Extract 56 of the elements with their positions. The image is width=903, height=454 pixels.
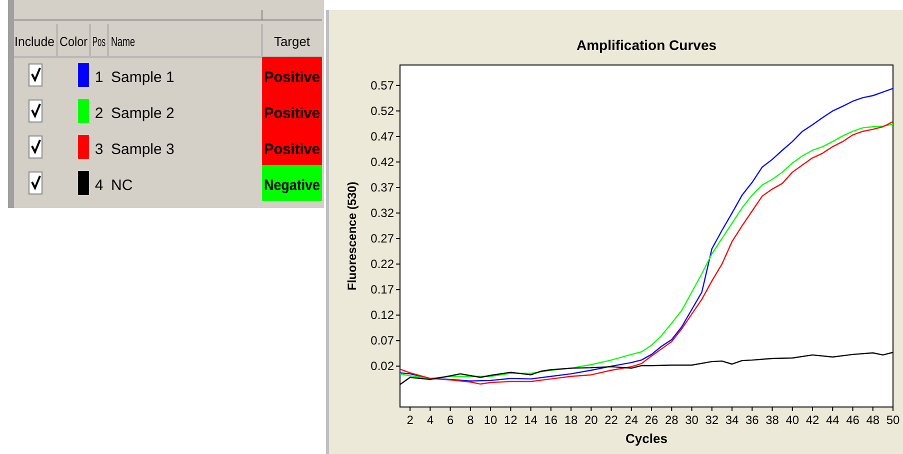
chart-title: Amplification Curves [576, 37, 717, 53]
x-tick-label: 8 [467, 413, 474, 427]
x-tick-label: 24 [624, 413, 638, 427]
legend-label: NC [111, 177, 133, 194]
x-tick-label: 34 [725, 413, 740, 427]
x-tick-label: 46 [846, 413, 860, 427]
y-tick-label: 0.12 [370, 308, 394, 322]
x-tick-label: 28 [664, 413, 679, 427]
y-tick-label: 0.07 [370, 334, 394, 348]
x-tick-label: 18 [564, 413, 578, 427]
text: 2 [94, 105, 104, 122]
x-tick-label: 32 [705, 413, 719, 427]
y-tick-label: 0.47 [370, 129, 394, 144]
x-tick-label: 22 [604, 413, 618, 427]
x-tick-label: 44 [826, 413, 840, 427]
text: Name [111, 34, 146, 49]
x-tick-label: 12 [504, 413, 518, 427]
x-tick-label: 38 [766, 413, 780, 427]
text: 4 [94, 177, 104, 194]
y-tick-label: 0.57 [370, 78, 394, 92]
text: Positive [264, 141, 322, 158]
x-tick-label: 30 [685, 413, 699, 427]
x-axis-title: Cycles [626, 431, 668, 446]
y-axis-title: Fluorescence (530) [345, 182, 359, 290]
text: Positive [264, 69, 322, 86]
legend-label: Sample 2 [111, 105, 174, 122]
x-tick-label: 6 [446, 413, 454, 427]
y-tick-label: 0.37 [370, 180, 394, 195]
legend-label: Sample 3 [111, 141, 174, 158]
y-tick-label: 0.22 [370, 257, 394, 272]
y-tick-label: 0.02 [370, 359, 394, 374]
text: Negative [264, 177, 327, 194]
x-tick-label: 20 [584, 413, 598, 427]
x-tick-label: 26 [644, 413, 659, 427]
y-tick-label: 0.52 [370, 104, 394, 118]
x-tick-label: 16 [544, 413, 558, 427]
x-tick-label: 42 [806, 413, 820, 427]
text: Include [14, 34, 56, 49]
x-tick-label: 4 [426, 413, 434, 427]
x-tick-label: 10 [484, 413, 498, 427]
x-tick-label: 14 [524, 413, 538, 427]
text: 1 [94, 69, 104, 86]
text: Color [60, 34, 91, 49]
x-tick-label: 48 [866, 413, 880, 427]
text: Positive [264, 105, 322, 122]
x-tick-label: 36 [745, 413, 760, 427]
text: Target [274, 34, 310, 49]
y-tick-label: 0.27 [370, 232, 394, 246]
x-tick-label: 50 [886, 413, 900, 427]
x-tick-label: 40 [786, 413, 800, 427]
y-tick-label: 0.42 [370, 154, 394, 169]
x-tick-label: 2 [406, 413, 414, 427]
y-tick-label: 0.17 [370, 282, 394, 297]
y-tick-label: 0.32 [370, 206, 394, 220]
text: 3 [94, 141, 104, 158]
legend-label: Sample 1 [111, 69, 174, 86]
